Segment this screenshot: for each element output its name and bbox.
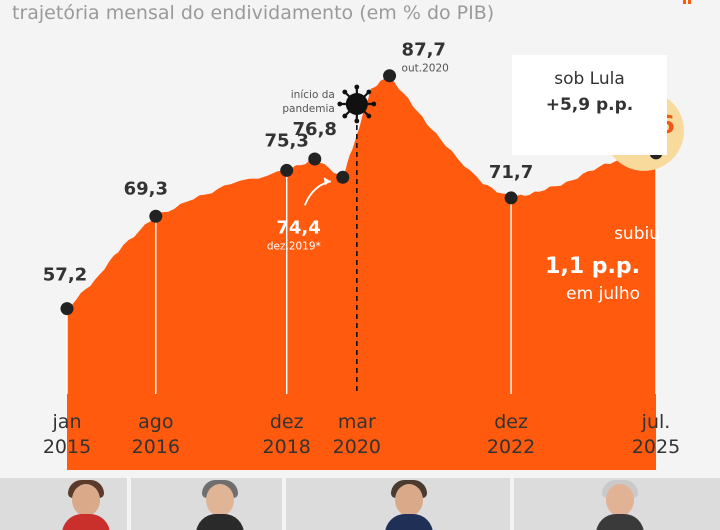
x-tick-2-line1: dez [270, 411, 304, 433]
marker-dez2018 [280, 163, 294, 177]
debt-area [67, 75, 656, 470]
lula-label: sob Lula [554, 69, 625, 89]
x-tick-1-line2: 2016 [132, 436, 180, 458]
callout-subiu: subiu [614, 224, 660, 244]
callout-value: 1,1 p.p. [545, 254, 640, 279]
marker-label-jan2015: 57,2 [43, 265, 87, 286]
marker-peak2019 [308, 152, 322, 166]
x-tick-3-line2: 2020 [333, 436, 381, 458]
marker-label-peak2019: 76,8 [293, 119, 337, 140]
lula-value: +5,9 p.p. [545, 95, 634, 115]
x-tick-1-line1: ago [138, 411, 173, 433]
president-4-avatar [596, 478, 644, 530]
x-tick-4-line2: 2022 [487, 436, 535, 458]
marker-sublabel-out2020: out.2020 [402, 63, 449, 75]
virus-icon [337, 84, 377, 124]
marker-out2020 [383, 69, 397, 83]
marker-label-dez2022: 71,7 [489, 162, 533, 183]
chart-subtitle: trajetória mensal do endividamento (em %… [12, 2, 495, 24]
x-tick-3-line1: mar [338, 411, 376, 433]
x-tick-5-line2: 2025 [632, 436, 680, 458]
dez2019-arrowhead [323, 177, 331, 186]
marker-jan2015 [60, 302, 74, 316]
president-3-avatar [385, 478, 433, 530]
marker-ago2016 [149, 209, 163, 223]
x-tick-5-line1: jul. [641, 411, 671, 433]
pandemic-label-line2: pandemia [282, 103, 334, 115]
brand-logo-icon [683, 0, 691, 4]
president-1-avatar [62, 478, 110, 530]
marker-label-ago2016: 69,3 [124, 178, 168, 199]
x-tick-0-line2: 2015 [43, 436, 91, 458]
marker-dez2022 [504, 191, 518, 205]
marker-label-dez2019: 74,4 [276, 217, 320, 238]
marker-label-dez2018: 75,3 [264, 130, 308, 151]
callout-em-julho: em julho [566, 284, 640, 304]
marker-dez2019 [336, 170, 350, 184]
pandemic-label-line1: início da [291, 89, 335, 101]
x-tick-2-line2: 2018 [263, 436, 311, 458]
marker-label-out2020: 87,7 [402, 40, 446, 61]
president-2-avatar [196, 478, 244, 530]
x-tick-4-line1: dez [494, 411, 528, 433]
marker-sublabel-dez2019: dez.2019* [267, 240, 321, 252]
x-tick-0-line1: jan [52, 411, 82, 433]
lula-summary-box: sob Lula +5,9 p.p. [512, 55, 667, 155]
